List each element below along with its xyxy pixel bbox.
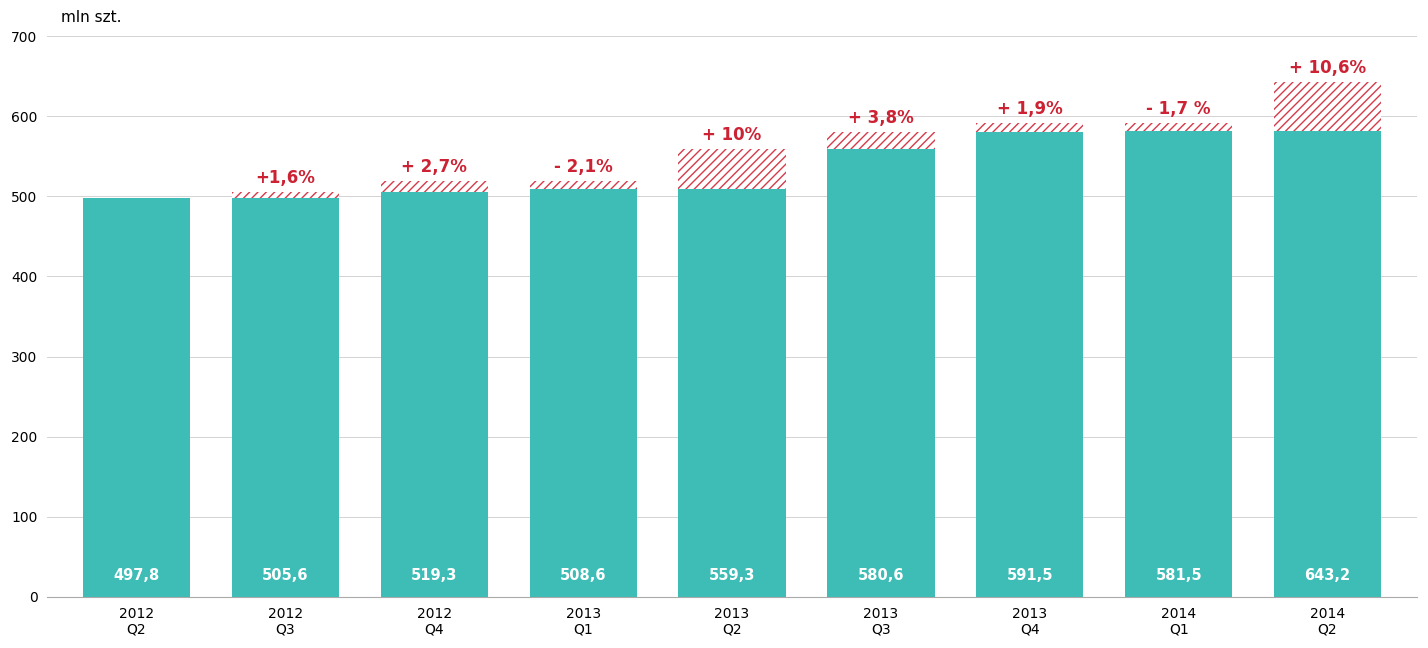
Text: + 3,8%: + 3,8% — [848, 109, 914, 127]
Text: 559,3: 559,3 — [708, 568, 755, 583]
Text: 580,6: 580,6 — [858, 568, 904, 583]
Text: 505,6: 505,6 — [263, 568, 308, 583]
Bar — [231, 192, 338, 198]
Text: mln szt.: mln szt. — [61, 10, 121, 25]
Text: 591,5: 591,5 — [1007, 568, 1052, 583]
Text: 497,8: 497,8 — [113, 568, 160, 583]
Text: + 1,9%: + 1,9% — [997, 100, 1062, 118]
Text: 581,5: 581,5 — [1155, 568, 1202, 583]
Text: - 1,7 %: - 1,7 % — [1147, 100, 1211, 118]
Bar — [381, 181, 488, 192]
Text: +1,6%: +1,6% — [256, 169, 316, 187]
Text: - 2,1%: - 2,1% — [554, 158, 613, 176]
Bar — [530, 189, 637, 597]
Text: + 2,7%: + 2,7% — [401, 158, 467, 176]
Bar — [1274, 82, 1381, 131]
Bar — [1274, 131, 1381, 597]
Bar — [530, 181, 637, 189]
Bar — [231, 198, 338, 597]
Bar — [381, 192, 488, 597]
Text: + 10,6%: + 10,6% — [1289, 59, 1367, 77]
Bar — [827, 132, 934, 149]
Bar — [1125, 131, 1232, 597]
Text: 643,2: 643,2 — [1305, 568, 1351, 583]
Text: 508,6: 508,6 — [560, 568, 607, 583]
Bar — [977, 123, 1084, 132]
Bar — [83, 198, 190, 597]
Bar — [977, 132, 1084, 597]
Bar — [678, 189, 785, 597]
Bar — [1125, 123, 1232, 131]
Text: 519,3: 519,3 — [411, 568, 457, 583]
Bar — [678, 149, 785, 189]
Bar — [827, 149, 934, 597]
Text: + 10%: + 10% — [703, 126, 761, 144]
